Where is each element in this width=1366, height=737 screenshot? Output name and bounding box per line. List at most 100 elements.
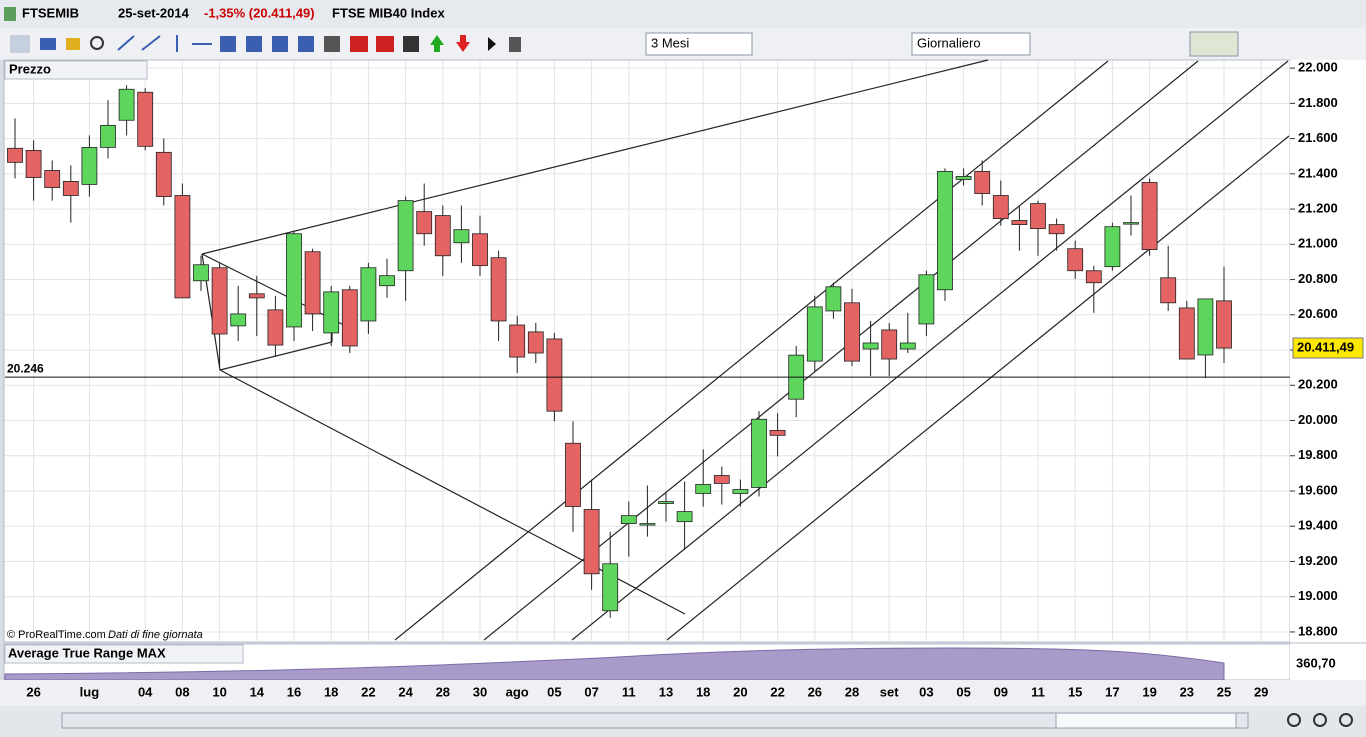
y-tick-label: 19.400	[1298, 518, 1338, 533]
x-tick-label: 03	[919, 684, 933, 699]
data-note: Dati di fine giornata	[108, 629, 203, 641]
candle-body	[1030, 203, 1046, 230]
candle-body	[304, 251, 321, 315]
x-tick-label: 22	[361, 684, 375, 699]
x-tick-label: 18	[696, 684, 710, 699]
candle-body	[658, 501, 674, 504]
title-bar	[0, 0, 1366, 28]
y-tick-label: 21.600	[1298, 130, 1338, 145]
x-tick-label: 15	[1068, 684, 1082, 699]
candle-body	[118, 88, 135, 121]
y-tick-label: 19.000	[1298, 588, 1338, 603]
candle-body	[267, 309, 284, 346]
x-tick-label: 30	[473, 684, 487, 699]
tool-icons[interactable]	[10, 35, 521, 53]
candle-body	[751, 418, 767, 488]
x-tick-label: 05	[547, 684, 561, 699]
candle-body	[620, 515, 637, 524]
candle-body	[1178, 307, 1195, 360]
x-tick-label: 25	[1217, 684, 1231, 699]
candle-body	[565, 442, 581, 507]
candle-body	[899, 342, 916, 350]
x-tick-label: 28	[845, 684, 859, 699]
atr-axis	[1290, 644, 1366, 680]
candle-body	[695, 484, 712, 494]
candle-body	[546, 338, 563, 412]
candle-body	[1123, 222, 1139, 225]
channel-line	[571, 60, 1289, 641]
x-tick-label: 24	[398, 684, 413, 699]
candle-body	[416, 211, 433, 235]
period-value: 3 Mesi	[651, 35, 689, 50]
candle-body	[918, 274, 935, 325]
x-tick-label: 23	[1180, 684, 1194, 699]
scroll-thumb[interactable]	[1055, 712, 1237, 729]
interval-dropdown[interactable]	[911, 32, 1031, 56]
candle-body	[1216, 300, 1232, 349]
x-tick-label: 20	[733, 684, 747, 699]
candle-body	[509, 324, 526, 358]
scroll-track[interactable]	[61, 712, 1249, 729]
panel-title: Prezzo	[9, 61, 51, 76]
trend-line	[201, 59, 989, 255]
zoom-buttons[interactable]	[1287, 713, 1353, 727]
candle-body	[211, 267, 228, 335]
y-tick-label: 21.400	[1298, 165, 1338, 180]
x-tick-label: 17	[1105, 684, 1119, 699]
candle-body	[639, 523, 656, 526]
channel-line	[483, 60, 1199, 641]
candle-body	[602, 563, 619, 612]
x-tick-label: 26	[808, 684, 822, 699]
candle-body	[25, 149, 42, 178]
x-tick-label: 05	[956, 684, 970, 699]
candle-body	[62, 181, 79, 196]
x-tick-label: lug	[80, 684, 100, 699]
period-dropdown[interactable]	[645, 32, 753, 56]
candle-body	[1011, 220, 1028, 225]
candle-body	[323, 291, 340, 334]
last-price-box	[1292, 337, 1364, 359]
horizontal-line-label: 20.246	[7, 361, 44, 375]
x-tick-label: 19	[1142, 684, 1156, 699]
candle-body	[360, 267, 377, 322]
drawing-objects	[201, 59, 1290, 641]
x-tick-label: 14	[250, 684, 265, 699]
panel-header	[4, 60, 148, 80]
candle-body	[955, 176, 972, 180]
candle-body	[1197, 298, 1214, 356]
x-tick-label: 18	[324, 684, 338, 699]
candle-body	[583, 509, 600, 575]
instrument-name: FTSE MIB40 Index	[332, 5, 445, 20]
candle-body	[881, 329, 898, 360]
candle-body	[230, 313, 247, 327]
x-tick-label: 09	[994, 684, 1008, 699]
candle-body	[676, 511, 693, 523]
x-tick-label: 13	[659, 684, 673, 699]
candle-body	[434, 215, 451, 257]
x-tick-label: 08	[175, 684, 189, 699]
candle-body	[1048, 224, 1065, 235]
interval-value: Giornaliero	[917, 35, 981, 50]
channel-line	[394, 60, 1109, 641]
candle-body	[1141, 182, 1158, 250]
y-tick-label: 21.000	[1298, 236, 1338, 251]
x-tick-label: set	[880, 684, 899, 699]
y-tick-label: 18.800	[1298, 623, 1338, 638]
x-axis	[0, 680, 1366, 706]
x-tick-label: 16	[287, 684, 301, 699]
candle-body	[7, 147, 23, 163]
candle-body	[193, 264, 209, 282]
candle-body	[397, 200, 414, 272]
candle-body	[341, 289, 358, 347]
price-plot	[3, 59, 1291, 643]
copyright: © ProRealTime.com	[7, 629, 106, 641]
last-price-label: 20.411,49	[1297, 339, 1354, 354]
channel-line	[666, 135, 1290, 641]
y-tick-label: 22.000	[1298, 60, 1338, 75]
chart-type-button[interactable]	[1189, 31, 1239, 57]
candle-body	[490, 257, 507, 322]
candle-body	[862, 342, 879, 350]
candle-body	[100, 124, 116, 148]
x-tick-label: 11	[1031, 684, 1045, 699]
